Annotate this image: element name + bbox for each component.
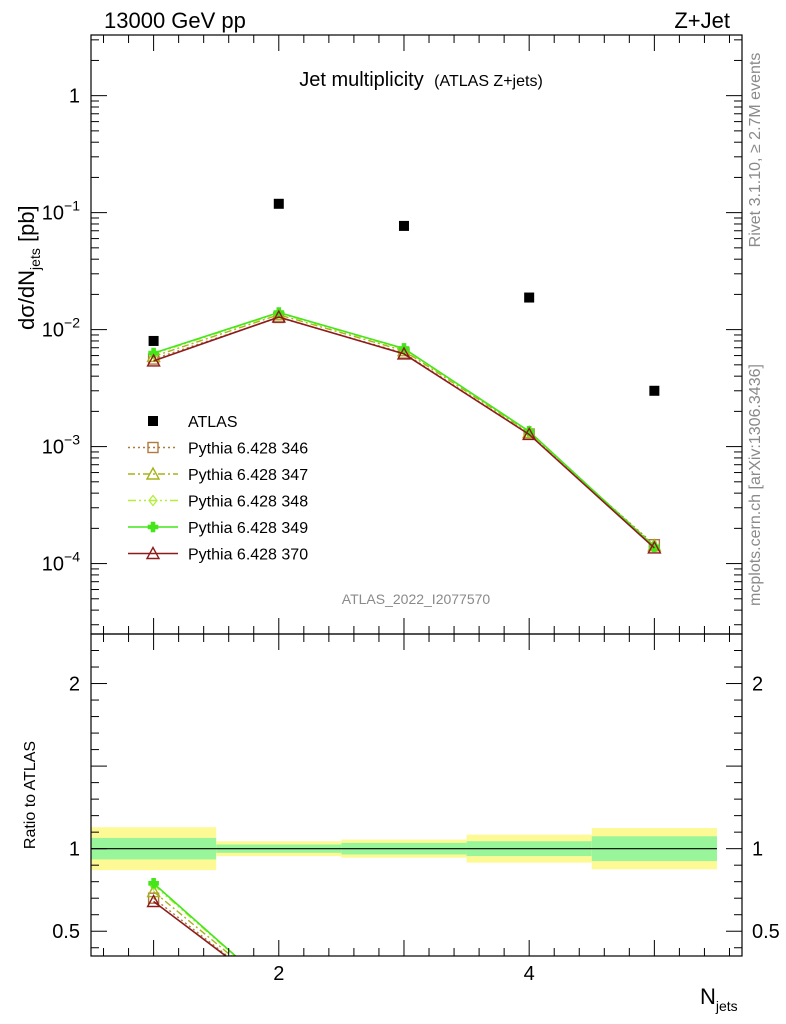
point-py370 xyxy=(146,353,161,367)
legend-marker-py349 xyxy=(147,521,159,533)
ratio-y-axis-label: Ratio to ATLAS xyxy=(22,741,39,849)
y-tick-label-base: 10 xyxy=(42,554,64,576)
legend-label-py349: Pythia 6.428 349 xyxy=(188,520,308,537)
main-panel: 10−410−310−210−11 xyxy=(42,34,743,635)
ratio-plot-area xyxy=(91,827,717,956)
point-atlas-data xyxy=(524,292,535,303)
legend-label-py370: Pythia 6.428 370 xyxy=(188,547,308,564)
point-py370 xyxy=(271,309,286,323)
ratio-point-py370 xyxy=(146,894,161,908)
point-atlas-data xyxy=(398,220,409,231)
legend-marker-py370 xyxy=(145,546,161,560)
x-tick-label: 4 xyxy=(524,963,535,985)
y-axis-label-unit: [pb] xyxy=(14,205,39,248)
legend-label-py347: Pythia 6.428 347 xyxy=(188,467,308,484)
ratio-line-py370 xyxy=(153,900,228,956)
y-axis-label-main: dσ/dN xyxy=(14,270,39,330)
y-tick-label-exponent: −2 xyxy=(64,315,80,331)
ratio-panel: 0.5 0.5 1 1 2 2 2 4 xyxy=(52,633,780,985)
y-tick-label-exponent: −4 xyxy=(64,549,80,565)
point-py349 xyxy=(649,541,660,553)
y-tick-label: 10−3 xyxy=(42,432,80,459)
x-axis-label-sub: jets xyxy=(715,998,738,1014)
ratio-y-tick-label-right: 0.5 xyxy=(752,921,780,943)
ratio-line-py347 xyxy=(153,891,233,956)
chart-title: Jet multiplicity (ATLAS Z+jets) xyxy=(299,69,543,91)
legend-marker-py346 xyxy=(147,441,159,454)
analysis-watermark: ATLAS_2022_I2077570 xyxy=(342,591,491,607)
ratio-point-py346 xyxy=(147,892,160,904)
y-axis-label-sub: jets xyxy=(27,248,43,271)
y-tick-label-exponent: −3 xyxy=(64,432,80,448)
y-tick-label-base: 10 xyxy=(42,437,64,459)
ratio-y-tick-label-left: 0.5 xyxy=(52,921,80,943)
ratio-point-py349 xyxy=(148,878,159,889)
ratio-line-py349 xyxy=(153,882,237,956)
legend-label-data: ATLAS xyxy=(188,414,238,431)
ratio-y-tick-label-right: 2 xyxy=(752,674,763,696)
ratio-y-tick-label-left: 1 xyxy=(69,839,80,861)
legend: ATLAS Pythia 6.428 346 Pythia 6.428 347 Pyt… xyxy=(128,414,308,564)
ratio-plot-frame xyxy=(90,633,743,957)
y-tick-label-exponent: −1 xyxy=(64,198,80,214)
x-axis-label: Njets xyxy=(700,984,738,1014)
y-tick-label-base: 1 xyxy=(69,86,80,108)
point-py349 xyxy=(148,347,159,359)
process-label: Z+Jet xyxy=(674,8,730,33)
legend-marker-py348 xyxy=(148,494,158,507)
chart-title-main: Jet multiplicity xyxy=(299,69,423,91)
y-tick-label: 10−2 xyxy=(42,315,80,342)
point-py370 xyxy=(521,426,537,441)
legend-marker-atlas xyxy=(148,416,158,426)
ratio-y-tick-label-right: 1 xyxy=(752,839,763,861)
ratio-line-py348 xyxy=(153,884,236,956)
x-axis-label-main: N xyxy=(700,984,716,1009)
energy-label: 13000 GeV pp xyxy=(104,8,246,33)
legend-marker-py347 xyxy=(145,466,161,480)
series-line-py370 xyxy=(153,316,655,549)
ratio-line-py346 xyxy=(153,897,229,956)
rivet-version-label: Rivet 3.1.10, ≥ 2.7M events xyxy=(747,53,764,248)
y-tick-label: 10−1 xyxy=(42,198,80,225)
point-atlas-data xyxy=(148,335,159,346)
ratio-y-tick-label-left: 2 xyxy=(69,674,80,696)
y-tick-label: 10−4 xyxy=(42,549,80,576)
y-axis-label: dσ/dNjets [pb] xyxy=(14,205,43,330)
point-py370 xyxy=(396,346,412,360)
x-tick-label: 2 xyxy=(273,963,284,985)
legend-label-py348: Pythia 6.428 348 xyxy=(188,494,308,511)
chart-title-sub: (ATLAS Z+jets) xyxy=(434,73,543,90)
y-tick-label: 1 xyxy=(69,86,80,108)
point-atlas-data xyxy=(649,385,660,396)
y-tick-label-base: 10 xyxy=(42,203,64,225)
source-label: mcplots.cern.ch [arXiv:1306.3436] xyxy=(747,364,764,606)
point-py370 xyxy=(647,540,662,554)
point-atlas-data xyxy=(273,198,284,209)
legend-label-py346: Pythia 6.428 346 xyxy=(188,441,308,458)
main-plot-frame xyxy=(90,34,743,635)
y-tick-label-base: 10 xyxy=(42,320,64,342)
